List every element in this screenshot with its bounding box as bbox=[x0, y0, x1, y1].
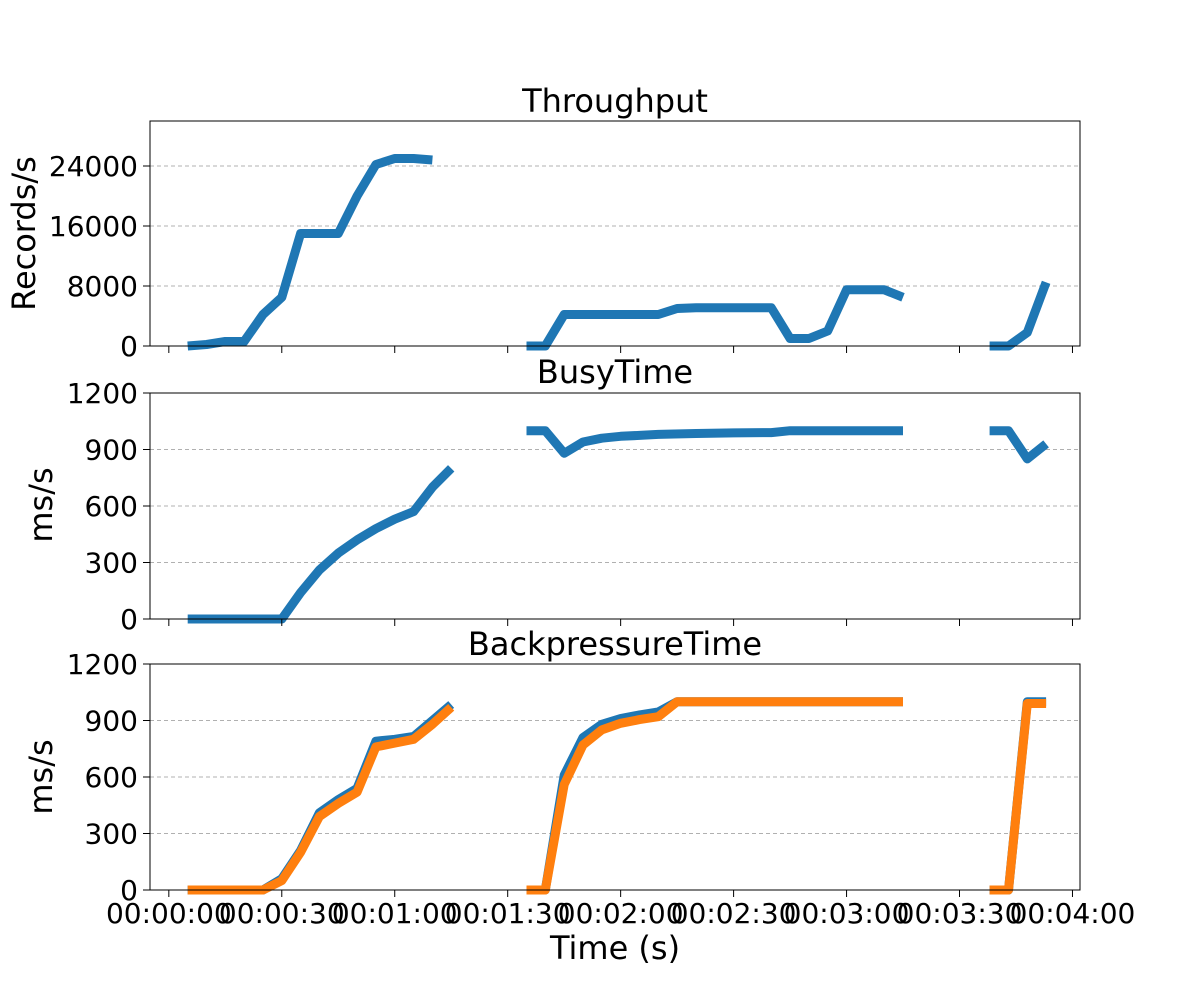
backpressuretime-series-2-line bbox=[526, 697, 903, 895]
throughput-y-tick-label: 24000 bbox=[49, 150, 138, 183]
throughput-y-axis-label: Records/s bbox=[5, 156, 43, 311]
throughput-y-tick-label: 0 bbox=[120, 330, 138, 363]
x-axis-label: Time (s) bbox=[549, 929, 680, 967]
throughput-axes-frame bbox=[149, 120, 1081, 347]
x-tick-label: 00:03:00 bbox=[784, 897, 910, 930]
x-tick-label: 00:03:30 bbox=[897, 897, 1023, 930]
backpressuretime-y-tick-label: 600 bbox=[85, 761, 138, 794]
x-tick-label: 00:00:00 bbox=[106, 897, 232, 930]
busytime-panel: BusyTime ms/s 0 300 600 900 1200 bbox=[22, 353, 1081, 636]
x-tick-label: 00:01:30 bbox=[445, 897, 571, 930]
backpressuretime-y-axis-label: ms/s bbox=[22, 739, 60, 814]
busytime-y-tick-label: 600 bbox=[85, 490, 138, 523]
throughput-panel: Throughput Records/s 0 8000 16000 24000 bbox=[5, 82, 1081, 363]
busytime-title: BusyTime bbox=[537, 353, 693, 391]
busytime-y-tick-label: 0 bbox=[120, 603, 138, 636]
throughput-series-1-line bbox=[526, 285, 905, 351]
x-tick-label: 00:04:00 bbox=[1010, 897, 1136, 930]
x-tick-label: 00:00:30 bbox=[219, 897, 345, 930]
backpressuretime-y-tick-label: 300 bbox=[85, 818, 138, 851]
busytime-y-tick-label: 300 bbox=[85, 547, 138, 580]
backpressuretime-y-tick-label: 900 bbox=[85, 705, 138, 738]
x-tick-label: 00:02:00 bbox=[558, 897, 684, 930]
backpressuretime-panel: BackpressureTime ms/s Time (s) 0 300 600 90… bbox=[22, 625, 1135, 967]
backpressuretime-title: BackpressureTime bbox=[468, 625, 762, 663]
busytime-series-1-line bbox=[989, 426, 1049, 464]
throughput-series-1-line bbox=[187, 154, 433, 351]
x-tick-label: 00:02:30 bbox=[671, 897, 797, 930]
x-tick-label: 00:01:00 bbox=[332, 897, 458, 930]
busytime-series-1-line bbox=[526, 426, 903, 458]
backpressuretime-y-tick-label: 0 bbox=[120, 874, 138, 907]
busytime-y-tick-label: 1200 bbox=[67, 377, 138, 410]
throughput-title: Throughput bbox=[521, 82, 708, 120]
busytime-y-axis-label: ms/s bbox=[22, 467, 60, 542]
throughput-y-tick-label: 16000 bbox=[49, 210, 138, 243]
backpressuretime-y-tick-label: 1200 bbox=[67, 648, 138, 681]
busytime-y-tick-label: 900 bbox=[85, 434, 138, 467]
throughput-y-tick-label: 8000 bbox=[67, 270, 138, 303]
